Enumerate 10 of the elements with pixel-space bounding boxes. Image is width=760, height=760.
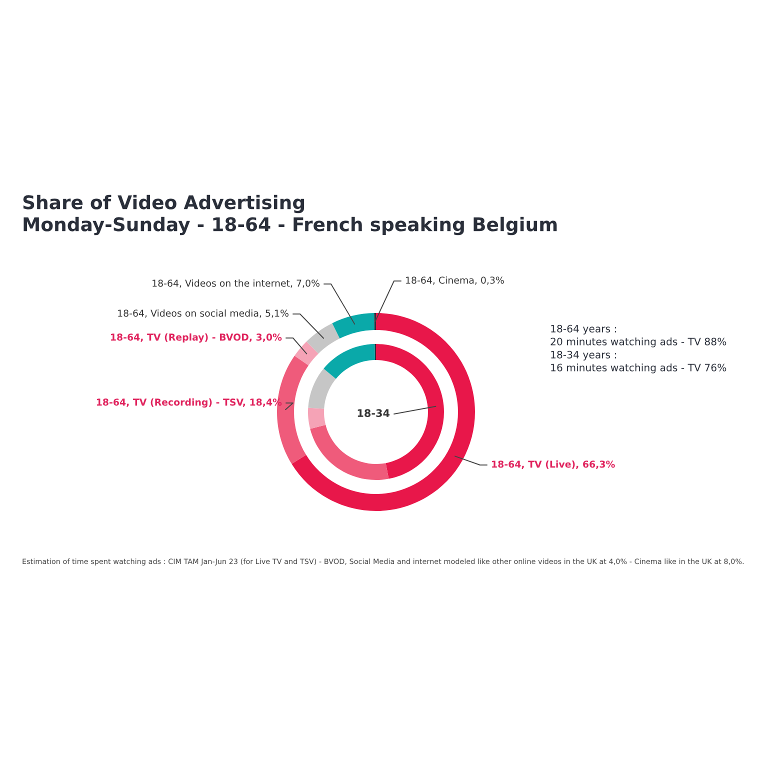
chart-title: Share of Video Advertising [23,194,304,214]
slice-label: 18-64, Videos on social media, 5,1% [118,309,288,318]
text: 18-34 years : 16 minutes watching ads - TV 76% [551,350,726,374]
slice-label: 18-64, Videos on the internet, 7,0% [152,279,320,288]
chart-subtitle: Monday-Sunday - 18-64 - French speaking Belgium [24,216,557,236]
slice-label: 18-34 [358,409,390,418]
slice-label: 18-64, TV (Replay) - BVOD, 3,0% [111,333,282,343]
slice-label: 18-64, Cinema, 0,3% [406,276,504,285]
text: 18-64 years : 20 minutes watching ads - TV 88% [550,324,726,348]
slice-label: 18-64, TV (Live), 66,3% [492,460,615,469]
